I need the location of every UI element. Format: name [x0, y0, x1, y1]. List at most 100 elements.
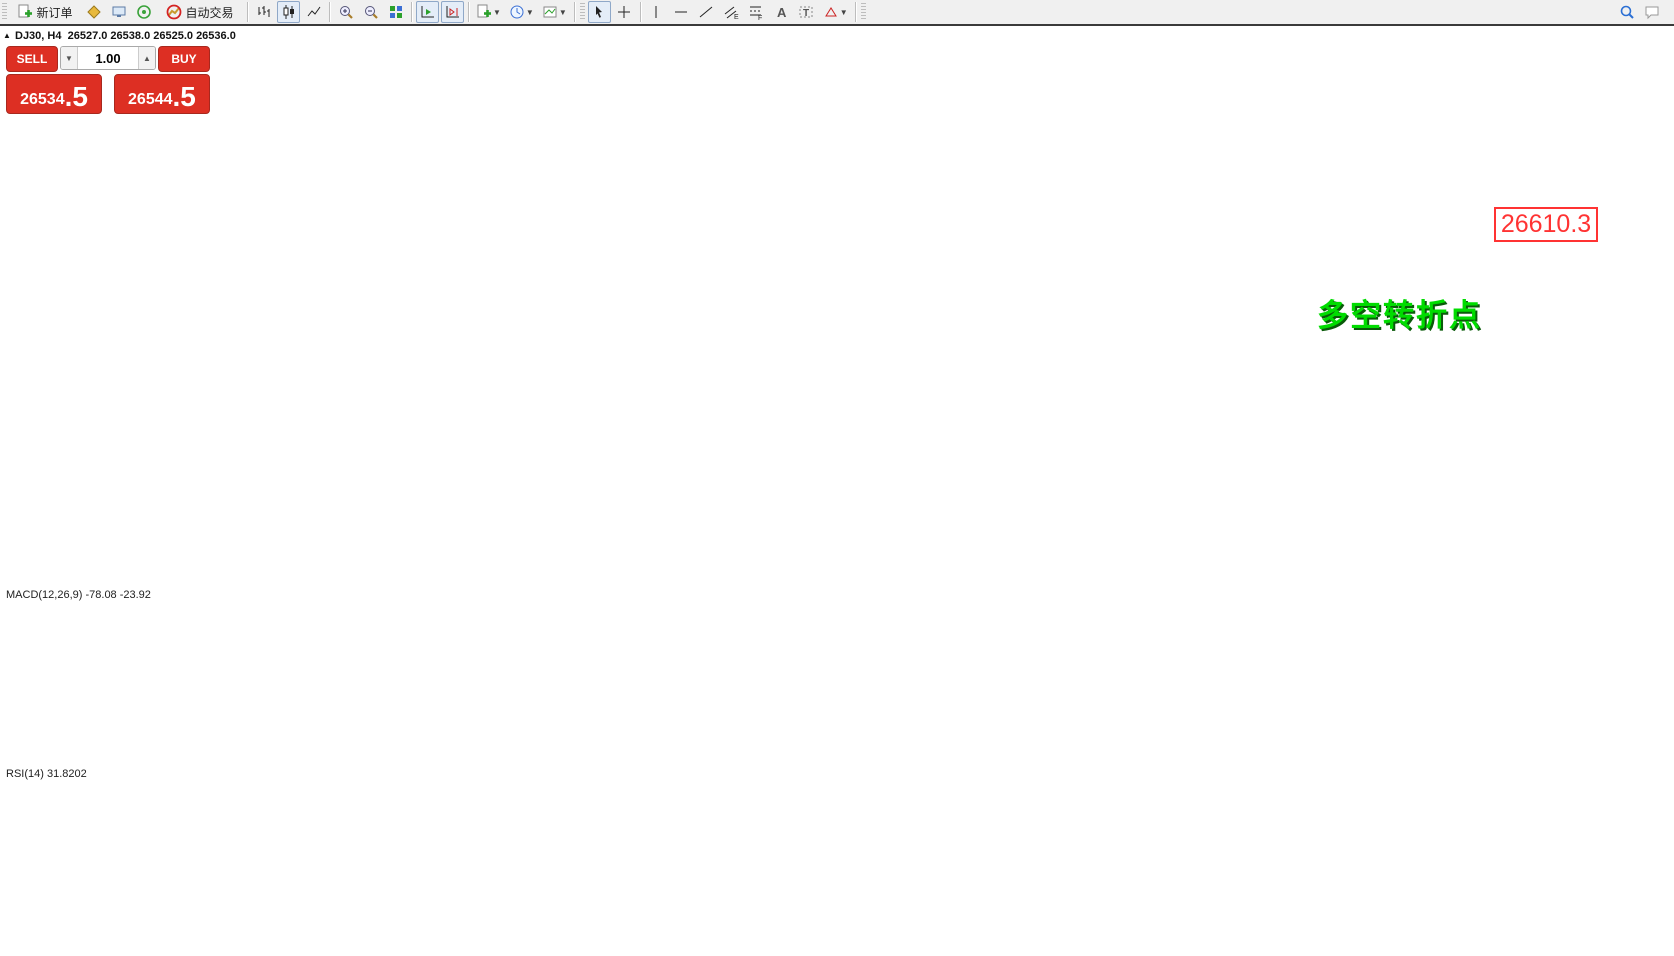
metaeditor-icon — [86, 5, 101, 19]
vertical-line-icon — [655, 6, 657, 18]
chevron-down-icon: ▼ — [525, 7, 534, 17]
rsi-indicator-label: RSI(14) 31.8202 — [6, 768, 87, 780]
tile-windows-button[interactable] — [384, 1, 407, 23]
volume-increase-button[interactable]: ▲ — [138, 47, 155, 69]
toolbar-grip[interactable] — [2, 3, 7, 21]
volume-decrease-button[interactable]: ▼ — [61, 47, 78, 69]
turning-point-annotation[interactable]: 多空转折点 — [1317, 298, 1482, 333]
macd-name: MACD(12,26,9) — [6, 589, 83, 601]
periods-button[interactable]: ▼ — [506, 1, 537, 23]
candlestick-chart-button[interactable] — [277, 1, 300, 23]
one-click-trading-panel: SELL ▼ ▲ BUY 26534.5 26544.5 — [6, 46, 210, 114]
bar-chart-button[interactable] — [252, 1, 275, 23]
rsi-value: 31.8202 — [46, 768, 87, 780]
new-order-icon — [18, 4, 33, 18]
new-order-button[interactable]: 新订单 — [10, 1, 80, 23]
line-chart-button[interactable] — [302, 1, 325, 23]
chevron-down-icon: ▼ — [493, 7, 501, 17]
macd-indicator-label: MACD(12,26,9) -78.08 -23.92 — [6, 589, 151, 601]
chevron-down-icon: ▼ — [558, 7, 567, 17]
auto-scroll-icon — [421, 6, 434, 18]
macd-values: -78.08 -23.92 — [85, 589, 151, 601]
chart-shift-icon — [446, 6, 459, 18]
chat-icon — [1645, 6, 1658, 20]
text-tool-button[interactable]: A — [770, 1, 793, 23]
autotrading-icon — [167, 4, 182, 20]
template-icon — [543, 6, 557, 18]
zoom-out-icon — [364, 6, 378, 19]
zoom-in-button[interactable] — [334, 1, 357, 23]
fibonacci-icon: F — [750, 6, 763, 20]
shapes-tool-button[interactable]: ▼ — [820, 1, 851, 23]
chat-button[interactable] — [1640, 1, 1663, 23]
market-watch-icon — [112, 6, 125, 17]
buy-price-button[interactable]: 26544.5 — [113, 74, 210, 114]
svg-text:F: F — [758, 15, 762, 20]
sell-price-main: 26534 — [20, 91, 65, 108]
channel-tool-button[interactable]: E — [720, 1, 743, 23]
equidistant-channel-icon: E — [724, 6, 739, 20]
auto-scroll-button[interactable] — [416, 1, 439, 23]
sell-button[interactable]: SELL — [6, 46, 58, 72]
templates-button[interactable]: ▼ — [539, 1, 570, 23]
text-label-icon: T — [799, 6, 813, 19]
toolbar-separator — [329, 2, 330, 22]
trendline-tool-button[interactable] — [695, 1, 718, 23]
new-order-label: 新订单 — [36, 5, 73, 20]
buy-button[interactable]: BUY — [158, 46, 210, 72]
search-button[interactable] — [1615, 1, 1638, 23]
toolbar-separator — [468, 2, 469, 22]
chart-ohlc-values: 26527.0 26538.0 26525.0 26536.0 — [67, 30, 236, 42]
shapes-icon — [824, 7, 837, 17]
metaeditor-button[interactable] — [82, 1, 105, 23]
new-chart-icon — [477, 4, 491, 18]
new-chart-button[interactable]: ▼ — [473, 1, 504, 23]
toolbar-separator — [854, 2, 856, 22]
svg-text:A: A — [777, 5, 787, 20]
crosshair-tool-button[interactable] — [613, 1, 636, 23]
vertical-line-tool-button[interactable] — [645, 1, 668, 23]
price-flag-label[interactable]: 26610.3 — [1494, 207, 1598, 242]
line-chart-icon — [307, 6, 320, 17]
sell-price-button[interactable]: 26534.5 — [6, 74, 103, 114]
toolbar-grip[interactable] — [860, 3, 866, 21]
signals-button[interactable] — [132, 1, 155, 23]
autotrading-label: 自动交易 — [185, 5, 234, 20]
rsi-name: RSI(14) — [6, 768, 44, 780]
clock-icon — [510, 5, 524, 19]
sell-price-big-digit: .5 — [64, 81, 88, 112]
candlestick-chart-icon — [283, 5, 294, 19]
buy-price-main: 26544 — [128, 91, 173, 108]
text-icon: A — [777, 5, 787, 20]
svg-text:E: E — [734, 14, 739, 20]
signals-icon — [136, 5, 151, 19]
market-watch-button[interactable] — [107, 1, 130, 23]
toolbar-grip[interactable] — [579, 3, 585, 21]
zoom-out-button[interactable] — [359, 1, 382, 23]
one-click-panel-toggle[interactable]: ▲ — [3, 31, 11, 40]
volume-input[interactable] — [78, 47, 138, 69]
chart-title: DJ30, H4 26527.0 26538.0 26525.0 26536.0 — [15, 30, 236, 42]
main-toolbar: 新订单 自动交易 ▼ ▼ — [0, 0, 1674, 26]
svg-text:T: T — [803, 8, 809, 19]
toolbar-separator — [573, 2, 575, 22]
toolbar-separator — [639, 2, 641, 22]
zoom-in-icon — [339, 6, 353, 19]
toolbar-separator — [247, 2, 248, 22]
tile-windows-icon — [389, 6, 402, 18]
chart-symbol-period: DJ30, H4 — [15, 30, 62, 42]
horizontal-line-tool-button[interactable] — [670, 1, 693, 23]
crosshair-icon — [618, 6, 631, 18]
toolbar-separator — [411, 2, 412, 22]
cursor-icon — [596, 6, 603, 18]
fibonacci-tool-button[interactable]: F — [745, 1, 768, 23]
autotrading-button[interactable]: 自动交易 — [157, 1, 243, 23]
bar-chart-icon — [258, 6, 269, 17]
cursor-tool-button[interactable] — [587, 1, 611, 23]
volume-control: ▼ ▲ — [60, 46, 156, 70]
chart-shift-button[interactable] — [441, 1, 464, 23]
search-icon — [1620, 5, 1634, 19]
text-label-tool-button[interactable]: T — [795, 1, 818, 23]
chevron-down-icon: ▼ — [839, 7, 848, 17]
